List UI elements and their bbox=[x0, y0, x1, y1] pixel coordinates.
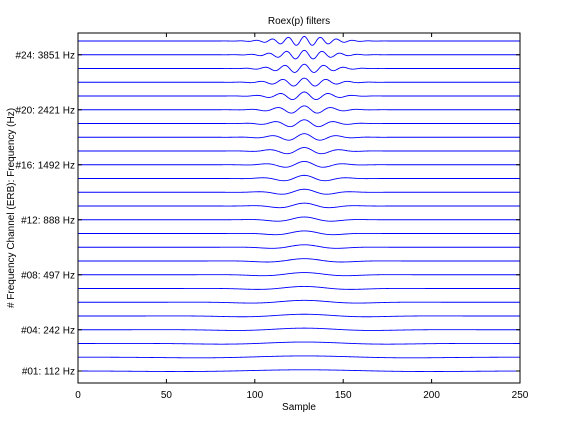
series-line-channel-16 bbox=[78, 160, 520, 168]
series-line-channel-08 bbox=[78, 272, 520, 277]
series-line-channel-15 bbox=[78, 174, 520, 182]
series-line-channel-12 bbox=[78, 216, 520, 222]
x-tick-label-150: 150 bbox=[335, 390, 352, 401]
plot-area-frame bbox=[77, 32, 521, 384]
series-line-channel-21 bbox=[78, 91, 520, 101]
series-line-channel-24 bbox=[78, 49, 520, 60]
x-tick-label-100: 100 bbox=[246, 390, 263, 401]
chart-title: Roex(p) filters bbox=[268, 16, 330, 27]
series-line-channel-19 bbox=[78, 119, 520, 128]
x-tick-label-250: 250 bbox=[512, 390, 529, 401]
y-axis-ticks: #01: 112 Hz #04: 242 Hz #08: 497 Hz #12: 88… bbox=[16, 50, 520, 378]
series-line-channel-22 bbox=[78, 77, 520, 87]
series-line-channel-20 bbox=[78, 105, 520, 114]
series-line-channel-07 bbox=[78, 286, 520, 290]
series-line-channel-10 bbox=[78, 244, 520, 249]
series-line-channel-23 bbox=[78, 63, 520, 73]
series-line-channel-01 bbox=[78, 369, 520, 372]
series-line-channel-04 bbox=[78, 327, 520, 331]
series-line-channel-13 bbox=[78, 202, 520, 209]
series-line-channel-18 bbox=[78, 133, 520, 141]
series-line-channel-02 bbox=[78, 355, 520, 359]
x-tick-label-200: 200 bbox=[423, 390, 440, 401]
series-line-channel-09 bbox=[78, 258, 520, 263]
series-line-channel-25 bbox=[78, 35, 520, 46]
y-tick-label-channel-20: #20: 2421 Hz bbox=[16, 105, 76, 116]
x-axis-label: Sample bbox=[282, 402, 316, 413]
series-line-channel-05 bbox=[78, 313, 520, 318]
y-axis-label: # Frequency Channel (ERB): Frequency (Hz… bbox=[6, 108, 17, 308]
y-tick-label-channel-24: #24: 3851 Hz bbox=[16, 50, 76, 61]
y-tick-label-channel-16: #16: 1492 Hz bbox=[16, 160, 76, 171]
series-line-channel-11 bbox=[78, 230, 520, 236]
series-line-channel-03 bbox=[78, 341, 520, 345]
y-tick-label-channel-08: #08: 497 Hz bbox=[21, 270, 75, 281]
series-line-channel-06 bbox=[78, 299, 520, 304]
y-tick-label-channel-12: #12: 888 Hz bbox=[21, 215, 75, 226]
series-line-channel-17 bbox=[78, 147, 520, 155]
x-axis-ticks: 0 50 100 150 200 250 bbox=[75, 33, 529, 401]
series-line-channel-14 bbox=[78, 188, 520, 195]
y-tick-label-channel-01: #01: 112 Hz bbox=[22, 367, 75, 378]
x-tick-label-0: 0 bbox=[75, 390, 81, 401]
series-layer bbox=[78, 35, 520, 372]
y-tick-label-channel-04: #04: 242 Hz bbox=[21, 325, 75, 336]
x-tick-label-50: 50 bbox=[161, 390, 173, 401]
